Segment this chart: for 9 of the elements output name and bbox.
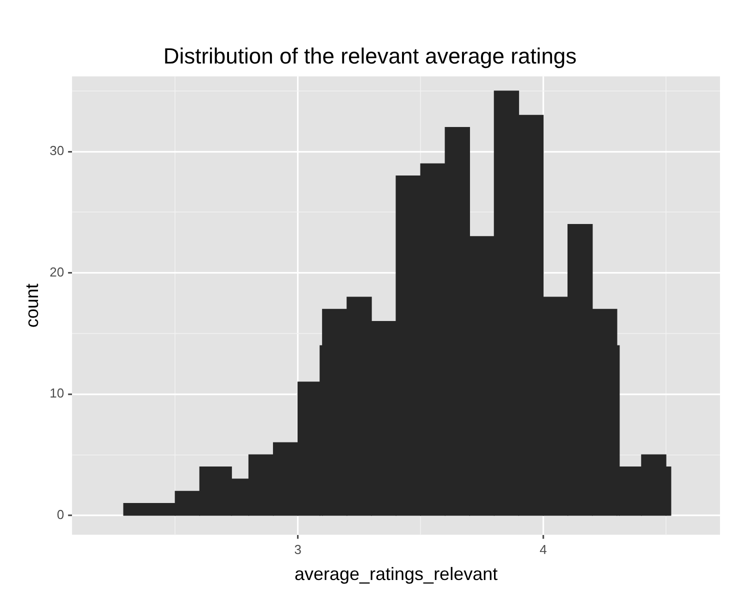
y-axis-title: count	[22, 284, 42, 328]
x-axis-title: average_ratings_relevant	[294, 564, 498, 584]
x-tick-label: 4	[540, 542, 547, 558]
y-tick-label: 30	[50, 143, 64, 158]
y-tick-label: 0	[56, 506, 64, 522]
y-tick-label: 20	[50, 264, 64, 280]
chart-title: Distribution of the relevant average ratings	[163, 43, 577, 68]
y-tick-label: 10	[50, 386, 64, 401]
x-tick-label: 3	[294, 542, 302, 558]
